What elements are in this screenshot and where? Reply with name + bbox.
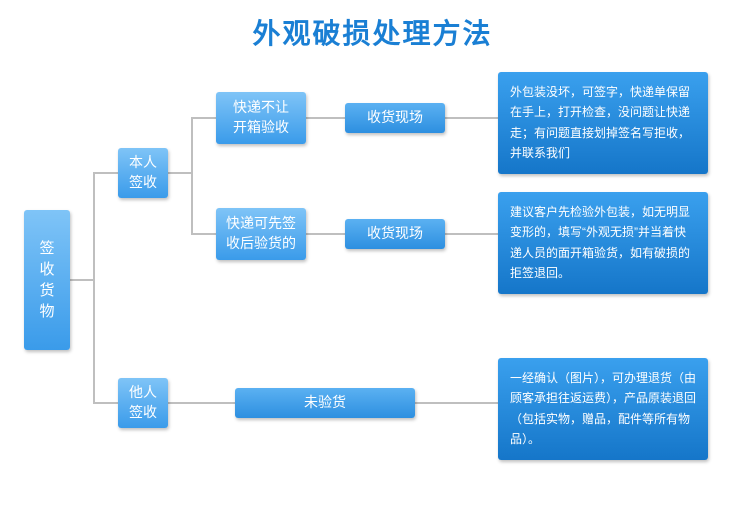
detail-e2: 建议客户先检验外包装，如无明显变形的，填写“外观无损”并当着快递人员的面开箱验货… <box>498 192 708 294</box>
detail-e1: 外包装没坏，可签字，快递单保留在手上，打开检查，没问题让快递走；有问题直接划掉签… <box>498 72 708 174</box>
node-b2: 他人 签收 <box>118 378 168 428</box>
page-title: 外观破损处理方法 <box>0 0 745 60</box>
edge-0 <box>70 173 118 280</box>
node-d2: 收货现场 <box>345 219 445 249</box>
node-b1: 本人 签收 <box>118 148 168 198</box>
node-root: 签 收 货 物 <box>24 210 70 350</box>
detail-e3: 一经确认（图片），可办理退货（由顾客承担往返运费），产品原装退回（包括实物，赠品… <box>498 358 708 460</box>
node-c1: 快递不让 开箱验收 <box>216 92 306 144</box>
node-d3: 未验货 <box>235 388 415 418</box>
edge-3 <box>168 173 216 234</box>
node-c2: 快递可先签 收后验货的 <box>216 208 306 260</box>
edge-2 <box>168 118 216 173</box>
edge-1 <box>70 280 118 403</box>
node-d1: 收货现场 <box>345 103 445 133</box>
